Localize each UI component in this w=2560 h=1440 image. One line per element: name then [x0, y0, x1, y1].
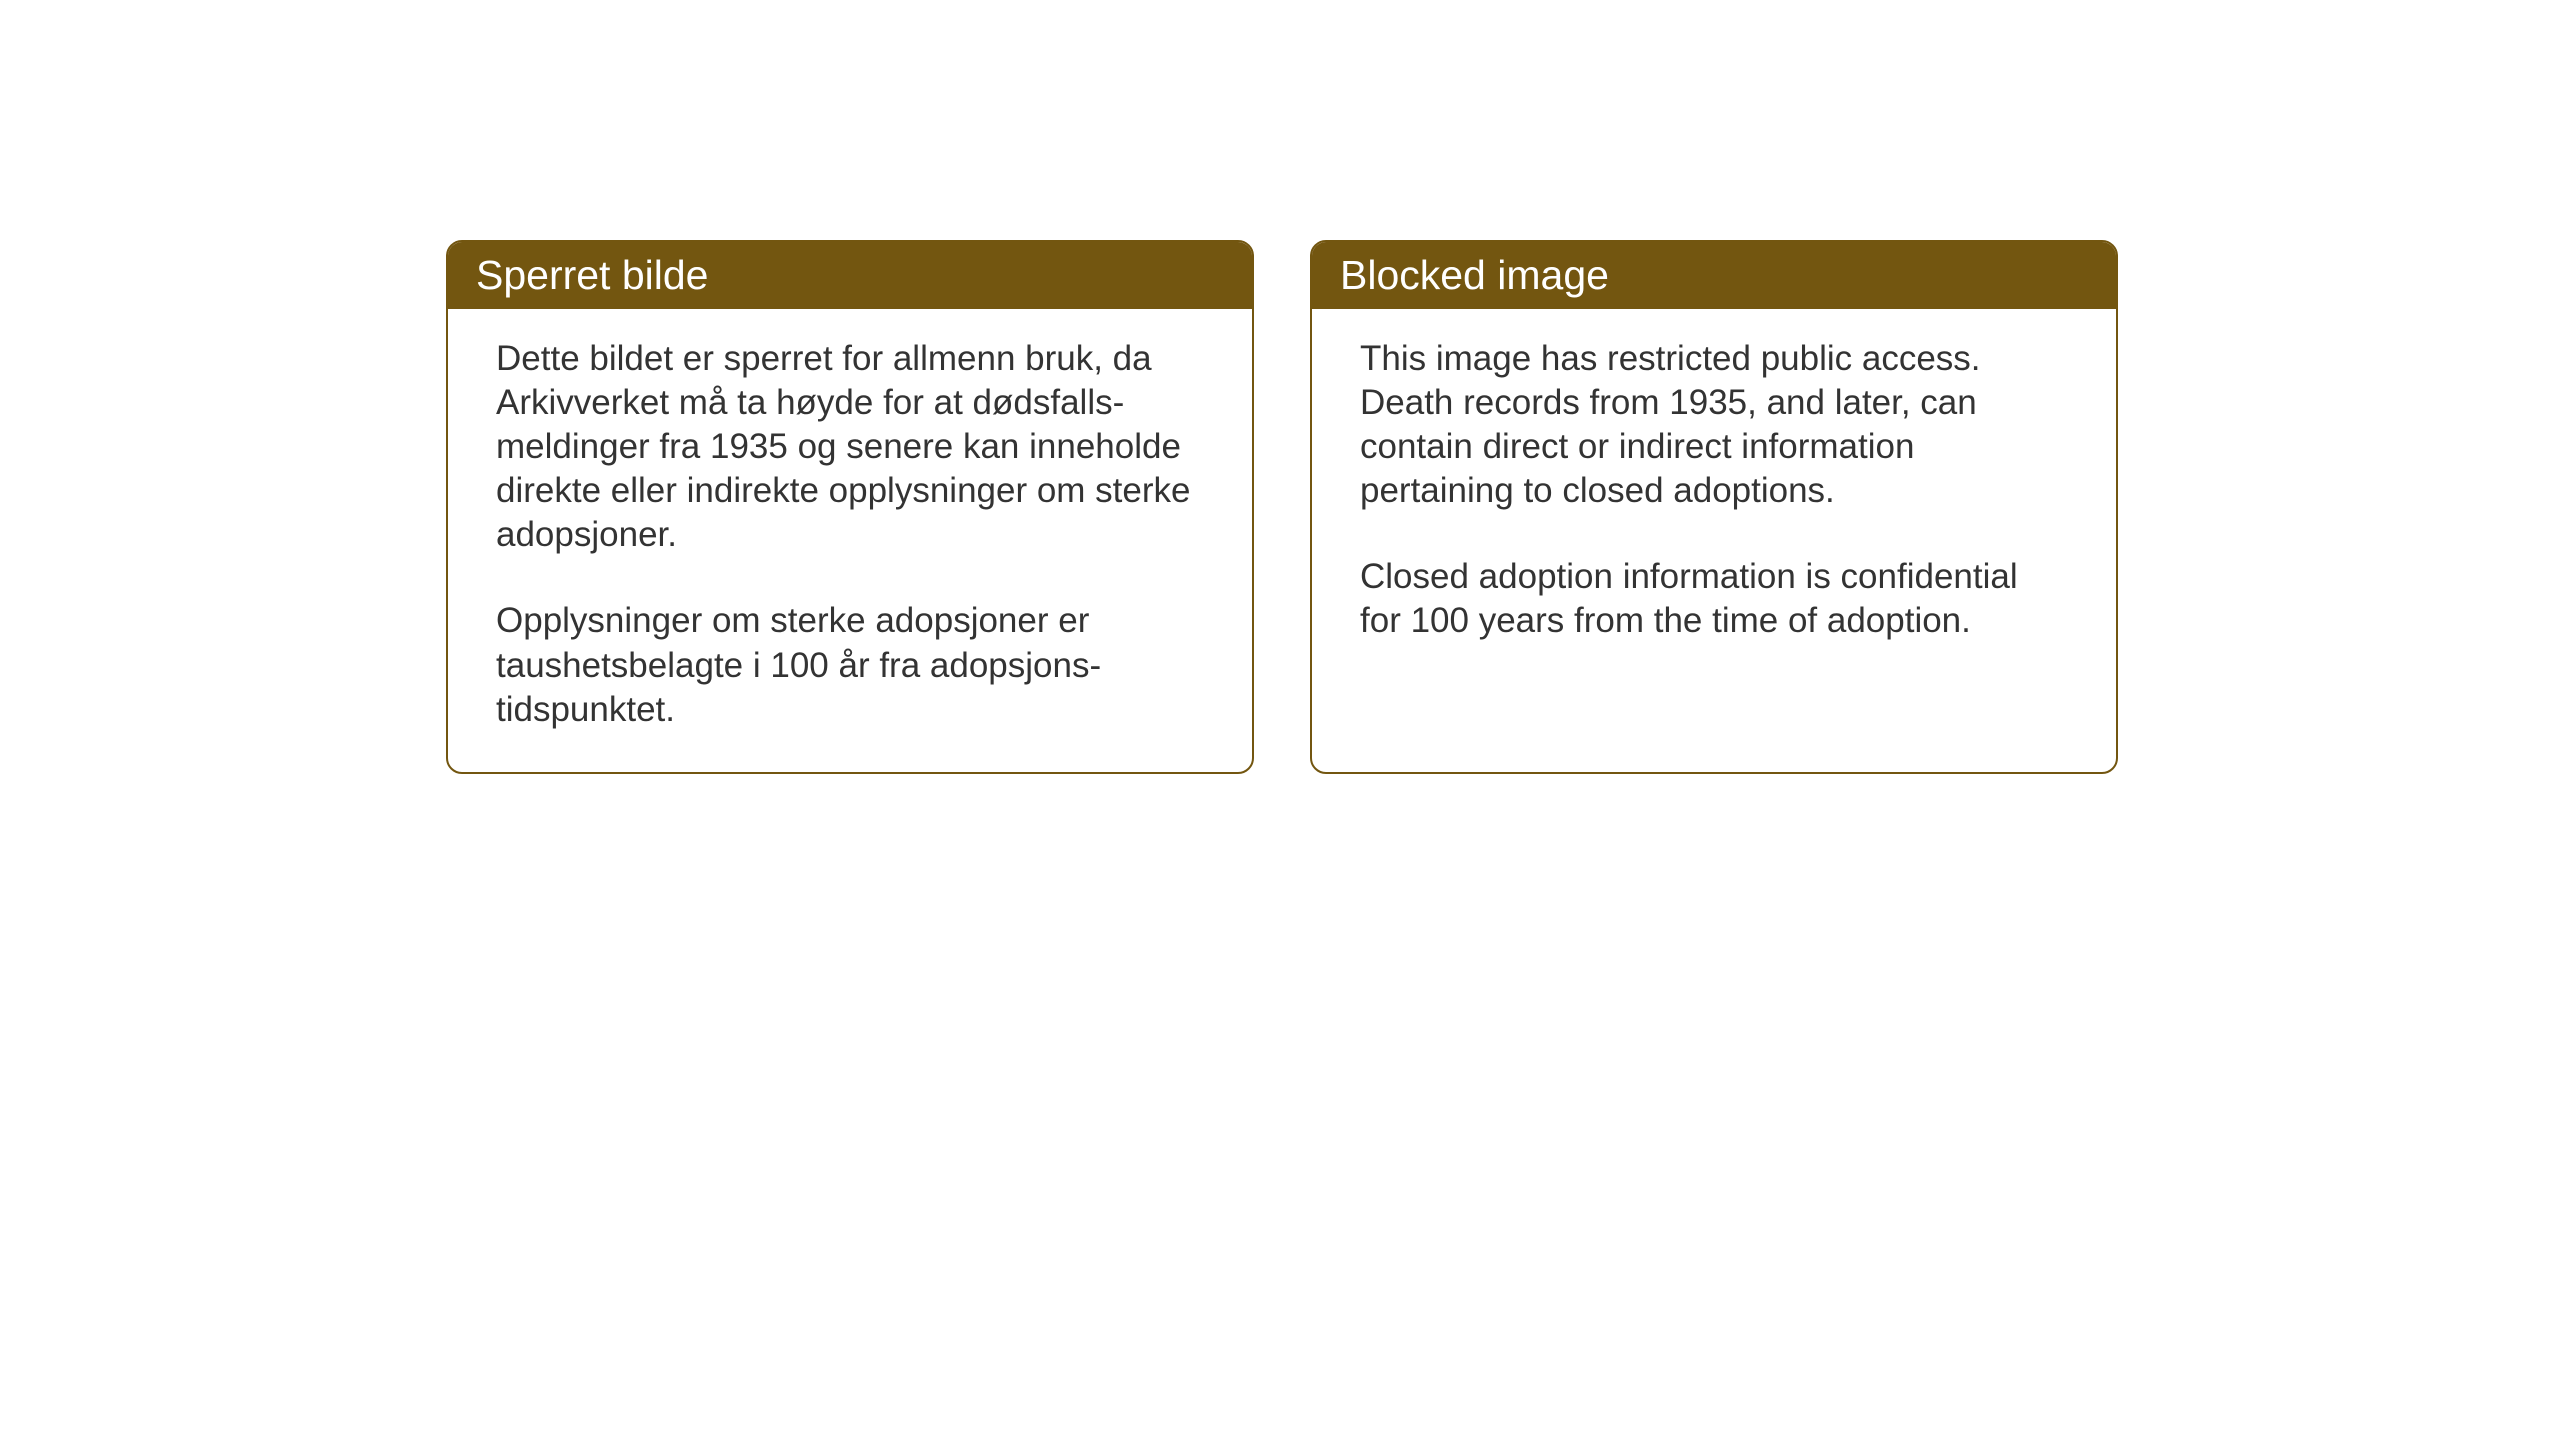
- norwegian-card-header: Sperret bilde: [448, 242, 1252, 309]
- norwegian-paragraph-2: Opplysninger om sterke adopsjoner er tau…: [496, 599, 1204, 731]
- norwegian-card-body: Dette bildet er sperret for allmenn bruk…: [448, 309, 1252, 772]
- norwegian-card-title: Sperret bilde: [476, 252, 708, 298]
- english-paragraph-1: This image has restricted public access.…: [1360, 337, 2068, 513]
- english-card: Blocked image This image has restricted …: [1310, 240, 2118, 774]
- english-card-header: Blocked image: [1312, 242, 2116, 309]
- english-paragraph-2: Closed adoption information is confident…: [1360, 555, 2068, 643]
- english-card-title: Blocked image: [1340, 252, 1609, 298]
- english-card-body: This image has restricted public access.…: [1312, 309, 2116, 684]
- norwegian-paragraph-1: Dette bildet er sperret for allmenn bruk…: [496, 337, 1204, 557]
- norwegian-card: Sperret bilde Dette bildet er sperret fo…: [446, 240, 1254, 774]
- notice-container: Sperret bilde Dette bildet er sperret fo…: [446, 240, 2118, 774]
